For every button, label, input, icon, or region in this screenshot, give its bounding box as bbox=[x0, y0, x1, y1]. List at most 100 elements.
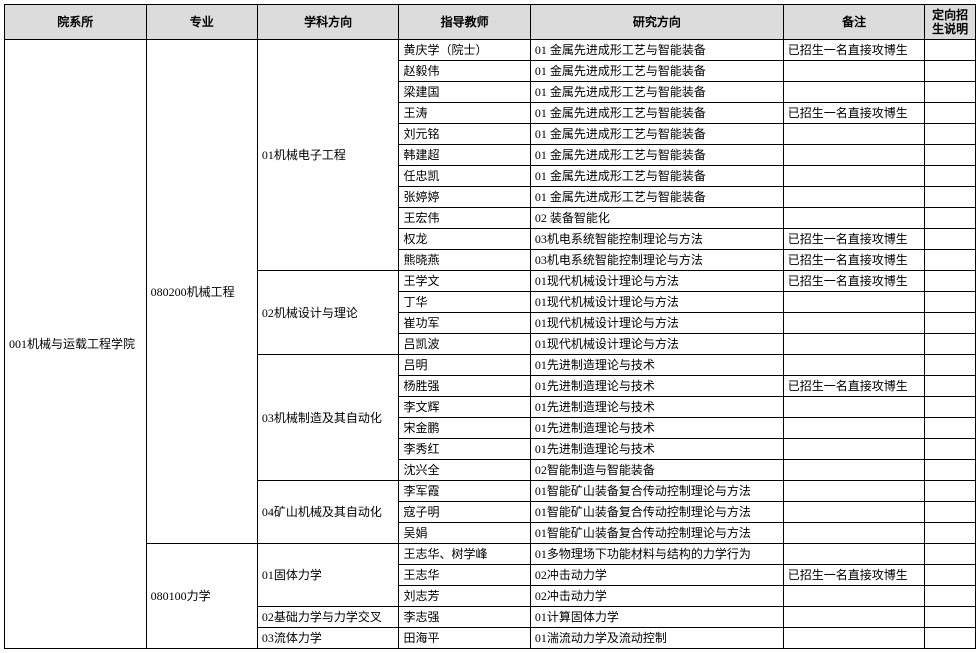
direction-cell: 03机械制造及其自动化 bbox=[257, 355, 399, 481]
advisor-cell: 王学文 bbox=[399, 271, 530, 292]
direction-cell: 03流体力学 bbox=[257, 628, 399, 649]
ding-cell bbox=[925, 481, 976, 502]
ding-cell bbox=[925, 82, 976, 103]
note-cell bbox=[783, 523, 925, 544]
h-direction: 学科方向 bbox=[257, 5, 399, 40]
advisor-cell: 吕凯波 bbox=[399, 334, 530, 355]
research-cell: 01先进制造理论与技术 bbox=[530, 397, 783, 418]
research-cell: 01 金属先进成形工艺与智能装备 bbox=[530, 82, 783, 103]
advisor-cell: 王涛 bbox=[399, 103, 530, 124]
ding-cell bbox=[925, 103, 976, 124]
table-row: 080100力学01固体力学王志华、树学峰01多物理场下功能材料与结构的力学行为 bbox=[5, 544, 976, 565]
advisor-cell: 田海平 bbox=[399, 628, 530, 649]
major-cell: 080200机械工程 bbox=[146, 40, 257, 544]
note-cell bbox=[783, 187, 925, 208]
ding-cell bbox=[925, 355, 976, 376]
note-cell bbox=[783, 418, 925, 439]
ding-cell bbox=[925, 208, 976, 229]
note-cell bbox=[783, 628, 925, 649]
ding-cell bbox=[925, 376, 976, 397]
advisor-cell: 王宏伟 bbox=[399, 208, 530, 229]
ding-cell bbox=[925, 418, 976, 439]
direction-cell: 04矿山机械及其自动化 bbox=[257, 481, 399, 544]
note-cell bbox=[783, 481, 925, 502]
h-dept: 院系所 bbox=[5, 5, 147, 40]
research-cell: 01现代机械设计理论与方法 bbox=[530, 313, 783, 334]
research-cell: 01 金属先进成形工艺与智能装备 bbox=[530, 187, 783, 208]
ding-cell bbox=[925, 502, 976, 523]
note-cell: 已招生一名直接攻博生 bbox=[783, 565, 925, 586]
ding-cell bbox=[925, 145, 976, 166]
advisor-cell: 吴娟 bbox=[399, 523, 530, 544]
research-cell: 01智能矿山装备复合传动控制理论与方法 bbox=[530, 502, 783, 523]
research-cell: 02智能制造与智能装备 bbox=[530, 460, 783, 481]
advisor-cell: 吕明 bbox=[399, 355, 530, 376]
advisor-cell: 杨胜强 bbox=[399, 376, 530, 397]
advisor-cell: 熊晓燕 bbox=[399, 250, 530, 271]
note-cell bbox=[783, 208, 925, 229]
advisor-cell: 李秀红 bbox=[399, 439, 530, 460]
ding-cell bbox=[925, 292, 976, 313]
advisor-cell: 梁建国 bbox=[399, 82, 530, 103]
ding-cell bbox=[925, 250, 976, 271]
note-cell bbox=[783, 607, 925, 628]
research-cell: 02冲击动力学 bbox=[530, 586, 783, 607]
advisor-cell: 王志华 bbox=[399, 565, 530, 586]
research-cell: 01智能矿山装备复合传动控制理论与方法 bbox=[530, 481, 783, 502]
ding-cell bbox=[925, 334, 976, 355]
note-cell bbox=[783, 502, 925, 523]
note-cell bbox=[783, 544, 925, 565]
note-cell bbox=[783, 460, 925, 481]
note-cell bbox=[783, 61, 925, 82]
ding-cell bbox=[925, 544, 976, 565]
research-cell: 01先进制造理论与技术 bbox=[530, 418, 783, 439]
ding-cell bbox=[925, 40, 976, 61]
note-cell: 已招生一名直接攻博生 bbox=[783, 250, 925, 271]
advisor-cell: 刘元铭 bbox=[399, 124, 530, 145]
note-cell: 已招生一名直接攻博生 bbox=[783, 376, 925, 397]
h-ding: 定向招生说明 bbox=[925, 5, 976, 40]
header-row: 院系所 专业 学科方向 指导教师 研究方向 备注 定向招生说明 bbox=[5, 5, 976, 40]
note-cell: 已招生一名直接攻博生 bbox=[783, 229, 925, 250]
note-cell bbox=[783, 82, 925, 103]
advisor-cell: 李军霞 bbox=[399, 481, 530, 502]
major-cell: 080100力学 bbox=[146, 544, 257, 649]
ding-cell bbox=[925, 61, 976, 82]
ding-cell bbox=[925, 586, 976, 607]
research-cell: 01 金属先进成形工艺与智能装备 bbox=[530, 103, 783, 124]
advisor-cell: 寇子明 bbox=[399, 502, 530, 523]
h-research: 研究方向 bbox=[530, 5, 783, 40]
note-cell bbox=[783, 439, 925, 460]
note-cell bbox=[783, 124, 925, 145]
research-cell: 01 金属先进成形工艺与智能装备 bbox=[530, 40, 783, 61]
h-note: 备注 bbox=[783, 5, 925, 40]
ding-cell bbox=[925, 166, 976, 187]
research-cell: 01湍流动力学及流动控制 bbox=[530, 628, 783, 649]
research-cell: 01计算固体力学 bbox=[530, 607, 783, 628]
note-cell bbox=[783, 145, 925, 166]
ding-cell bbox=[925, 187, 976, 208]
research-cell: 02 装备智能化 bbox=[530, 208, 783, 229]
ding-cell bbox=[925, 439, 976, 460]
research-cell: 01 金属先进成形工艺与智能装备 bbox=[530, 124, 783, 145]
advisor-cell: 张婷婷 bbox=[399, 187, 530, 208]
note-cell bbox=[783, 397, 925, 418]
direction-cell: 01机械电子工程 bbox=[257, 40, 399, 271]
advisor-cell: 刘志芳 bbox=[399, 586, 530, 607]
research-cell: 01现代机械设计理论与方法 bbox=[530, 334, 783, 355]
advisor-cell: 崔功军 bbox=[399, 313, 530, 334]
research-cell: 01多物理场下功能材料与结构的力学行为 bbox=[530, 544, 783, 565]
research-cell: 01现代机械设计理论与方法 bbox=[530, 292, 783, 313]
direction-cell: 02机械设计与理论 bbox=[257, 271, 399, 355]
ding-cell bbox=[925, 523, 976, 544]
direction-cell: 02基础力学与力学交叉 bbox=[257, 607, 399, 628]
ding-cell bbox=[925, 607, 976, 628]
research-cell: 01智能矿山装备复合传动控制理论与方法 bbox=[530, 523, 783, 544]
advisor-cell: 权龙 bbox=[399, 229, 530, 250]
note-cell: 已招生一名直接攻博生 bbox=[783, 271, 925, 292]
note-cell: 已招生一名直接攻博生 bbox=[783, 103, 925, 124]
note-cell bbox=[783, 166, 925, 187]
research-cell: 03机电系统智能控制理论与方法 bbox=[530, 250, 783, 271]
direction-cell: 01固体力学 bbox=[257, 544, 399, 607]
ding-cell bbox=[925, 313, 976, 334]
